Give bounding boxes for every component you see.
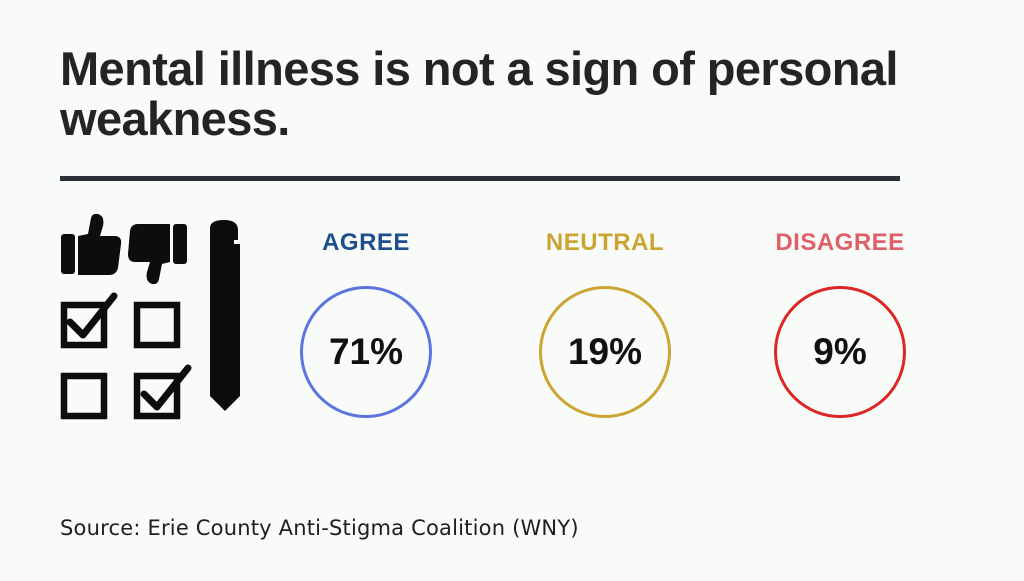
thumbs-up-icon [61, 213, 122, 275]
thumbs-down-icon [128, 224, 187, 285]
pen-icon [210, 220, 240, 411]
checkbox-empty-icon [60, 372, 108, 420]
stat-agree: AGREE 71% [266, 228, 466, 418]
category-label-agree: AGREE [322, 229, 410, 256]
checkmark-icon [66, 292, 118, 339]
value-label-neutral: 19% [567, 331, 643, 372]
category-label-neutral: NEUTRAL [545, 229, 665, 256]
value-label-agree: 71% [328, 331, 404, 372]
checkbox-checked-icon [60, 301, 108, 349]
divider [60, 176, 900, 181]
survey-vote-icon [60, 213, 240, 420]
checkmark-icon [140, 364, 192, 411]
percent-ring-neutral: 19% [539, 286, 671, 418]
checkbox-checked-icon [133, 372, 181, 420]
checkbox-empty-icon [133, 301, 181, 349]
stat-disagree: DISAGREE 9% [740, 228, 940, 418]
page-title: Mental illness is not a sign of personal… [60, 42, 898, 145]
percent-ring-disagree: 9% [774, 286, 906, 418]
stat-neutral: NEUTRAL 19% [505, 228, 705, 418]
category-label-disagree: DISAGREE [775, 229, 905, 256]
value-label-disagree: 9% [813, 331, 867, 372]
source-note: Source: Erie County Anti-Stigma Coalitio… [60, 516, 579, 540]
percent-ring-agree: 71% [300, 286, 432, 418]
